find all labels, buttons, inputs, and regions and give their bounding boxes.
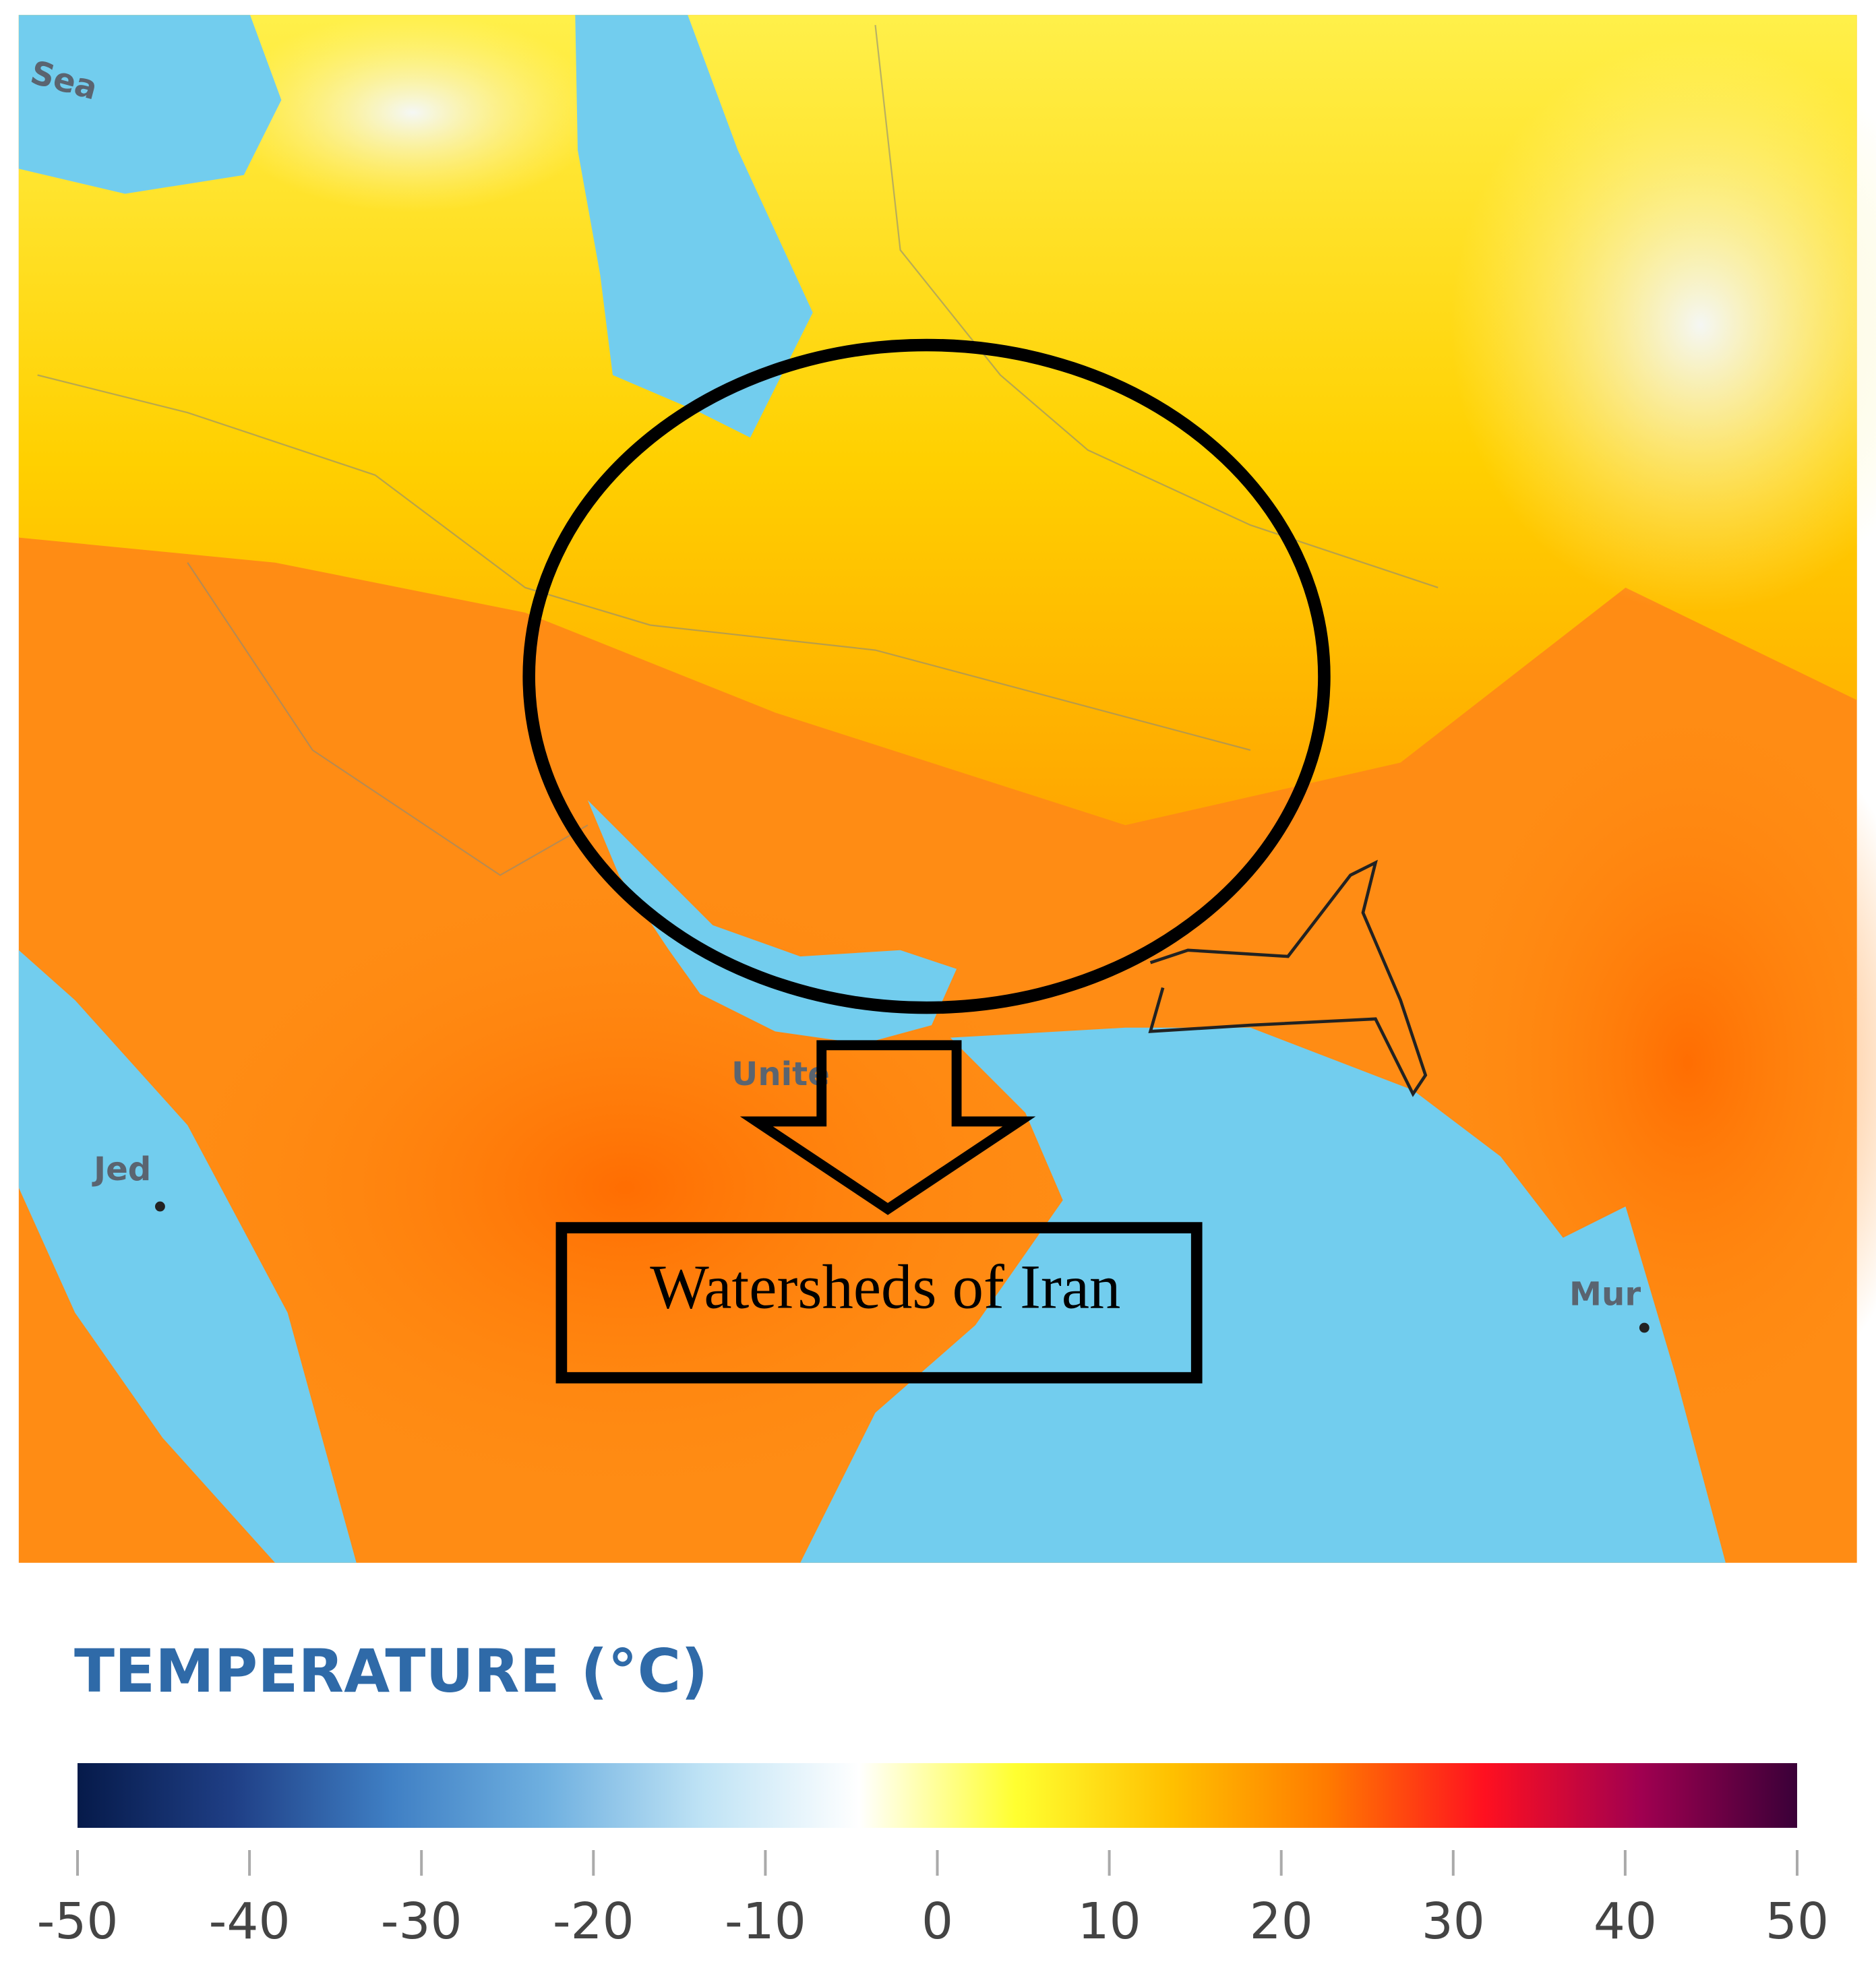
cool-zone (18, 15, 1857, 826)
tick-label: 0 (921, 1893, 953, 1950)
map-label: Unite (731, 1055, 830, 1093)
colorbar (78, 1763, 1797, 1828)
city-dot (1639, 1322, 1650, 1333)
tick-label: -40 (209, 1893, 291, 1950)
tick-label: 10 (1078, 1893, 1141, 1950)
tick-label: -10 (725, 1893, 806, 1950)
border (1148, 859, 1428, 1097)
tick-label: 50 (1765, 1893, 1829, 1950)
highlight-circle (522, 338, 1331, 1014)
tick-label: 20 (1250, 1893, 1313, 1950)
cold-zone (224, 12, 601, 213)
tick-label: -20 (553, 1893, 634, 1950)
legend-title: TEMPERATURE (°C) (74, 1636, 708, 1706)
sea (18, 950, 357, 1563)
tick-label: -30 (381, 1893, 462, 1950)
city-dot (155, 1201, 165, 1212)
annotation-box (555, 1222, 1203, 1384)
tick-label: 40 (1594, 1893, 1657, 1950)
tick-label: -50 (37, 1893, 119, 1950)
tick-label: 30 (1422, 1893, 1485, 1950)
map-label: Mur (1569, 1276, 1641, 1314)
sea (587, 800, 957, 1044)
cold-zone (1450, 37, 1876, 613)
map: Sea Unite Jed Mur Watersheds of Iran (18, 12, 1876, 1563)
legend: -50 -40 -30 -20 -10 0 10 20 30 40 50 (37, 1763, 1829, 1950)
sea (800, 1027, 1726, 1563)
sea (18, 15, 282, 194)
map-label: Jed (92, 1150, 151, 1188)
annotation: Watersheds of Iran (650, 1252, 1120, 1322)
sea (575, 15, 813, 438)
arrow (739, 1040, 1036, 1215)
